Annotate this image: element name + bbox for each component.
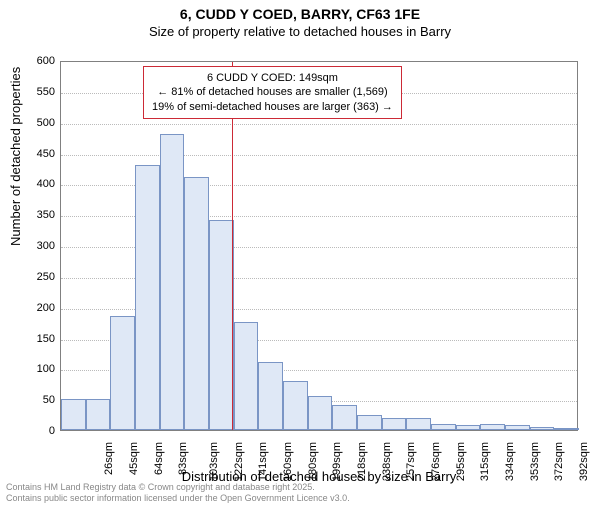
histogram-bar [234, 322, 259, 430]
y-tick-label: 300 [15, 240, 55, 252]
footer-line: Contains HM Land Registry data © Crown c… [6, 482, 350, 493]
histogram-bar [554, 428, 579, 430]
y-tick-label: 600 [15, 55, 55, 67]
histogram-bar [258, 362, 283, 430]
gridline [61, 155, 577, 156]
histogram-bar [382, 418, 407, 430]
plot-area: 6 CUDD Y COED: 149sqm← 81% of detached h… [60, 61, 578, 431]
histogram-bar [283, 381, 308, 430]
histogram-bar [308, 396, 333, 430]
footer-line: Contains public sector information licen… [6, 493, 350, 504]
histogram-bar [86, 399, 111, 430]
histogram-bar [357, 415, 382, 430]
histogram-bar [406, 418, 431, 430]
gridline [61, 124, 577, 125]
chart-root: 6, CUDD Y COED, BARRY, CF63 1FE Size of … [0, 6, 600, 506]
histogram-bar [209, 220, 234, 430]
callout-line: 19% of semi-detached houses are larger (… [152, 100, 393, 114]
histogram-bar [61, 399, 86, 430]
y-tick-label: 350 [15, 209, 55, 221]
y-tick-label: 500 [15, 117, 55, 129]
y-tick-label: 150 [15, 333, 55, 345]
callout-line: ← 81% of detached houses are smaller (1,… [152, 85, 393, 99]
y-tick-label: 400 [15, 178, 55, 190]
attribution-footer: Contains HM Land Registry data © Crown c… [6, 482, 350, 505]
y-tick-label: 50 [15, 394, 55, 406]
histogram-bar [530, 427, 555, 430]
x-tick-label: 392sqm [578, 442, 590, 481]
histogram-bar [160, 134, 185, 430]
histogram-bar [332, 405, 357, 430]
annotation-callout: 6 CUDD Y COED: 149sqm← 81% of detached h… [143, 66, 402, 119]
histogram-bar [480, 424, 505, 430]
y-tick-label: 450 [15, 148, 55, 160]
histogram-bar [184, 177, 209, 430]
histogram-bar [456, 425, 481, 430]
y-tick-label: 100 [15, 363, 55, 375]
y-tick-label: 550 [15, 86, 55, 98]
y-tick-label: 0 [15, 425, 55, 437]
callout-line: 6 CUDD Y COED: 149sqm [152, 71, 393, 85]
histogram-bar [505, 425, 530, 430]
histogram-bar [110, 316, 135, 430]
y-tick-label: 200 [15, 302, 55, 314]
histogram-bar [135, 165, 160, 430]
histogram-bar [431, 424, 456, 430]
y-tick-label: 250 [15, 271, 55, 283]
chart-subtitle: Size of property relative to detached ho… [0, 24, 600, 39]
chart-title: 6, CUDD Y COED, BARRY, CF63 1FE [0, 6, 600, 22]
